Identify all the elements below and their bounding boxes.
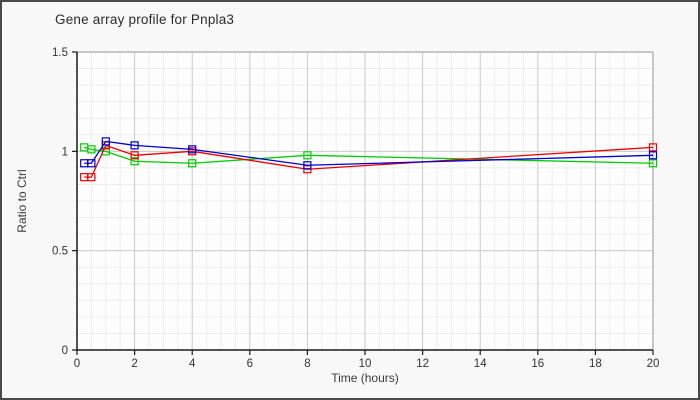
x-tick-label: 2 — [131, 358, 137, 370]
x-tick-label: 4 — [189, 358, 196, 370]
x-tick-label: 0 — [74, 358, 80, 370]
y-tick-label: 1.5 — [52, 47, 68, 59]
y-tick-label: 1 — [62, 146, 68, 158]
marker-red — [130, 151, 139, 160]
x-tick-label: 8 — [304, 358, 310, 370]
series-line-green — [84, 146, 654, 164]
x-tick-label: 14 — [474, 358, 487, 370]
y-tick-label: 0.5 — [52, 246, 68, 258]
marker-blue — [188, 145, 197, 154]
marker-green — [648, 159, 658, 168]
x-tick-label: 10 — [359, 358, 372, 370]
x-tick-label: 18 — [589, 358, 602, 370]
x-tick-label: 20 — [647, 358, 660, 370]
x-tick-label: 12 — [416, 358, 429, 370]
marker-blue — [303, 161, 312, 170]
marker-blue — [130, 141, 139, 150]
marker-blue — [648, 151, 658, 160]
marker-blue — [101, 137, 110, 146]
y-tick-label: 0 — [62, 345, 68, 357]
x-tick-label: 16 — [531, 358, 544, 370]
marker-red — [648, 143, 658, 152]
marker-green — [303, 151, 312, 160]
marker-green — [87, 145, 96, 154]
marker-blue — [87, 159, 96, 168]
marker-red — [87, 173, 96, 182]
x-tick-label: 6 — [247, 358, 253, 370]
x-axis-label: Time (hours) — [331, 371, 399, 385]
chart-title: Gene array profile for Pnpla3 — [55, 12, 235, 27]
marker-green — [130, 157, 139, 166]
marker-green — [101, 147, 110, 156]
marker-green — [188, 159, 197, 168]
series-line-blue — [84, 140, 654, 166]
